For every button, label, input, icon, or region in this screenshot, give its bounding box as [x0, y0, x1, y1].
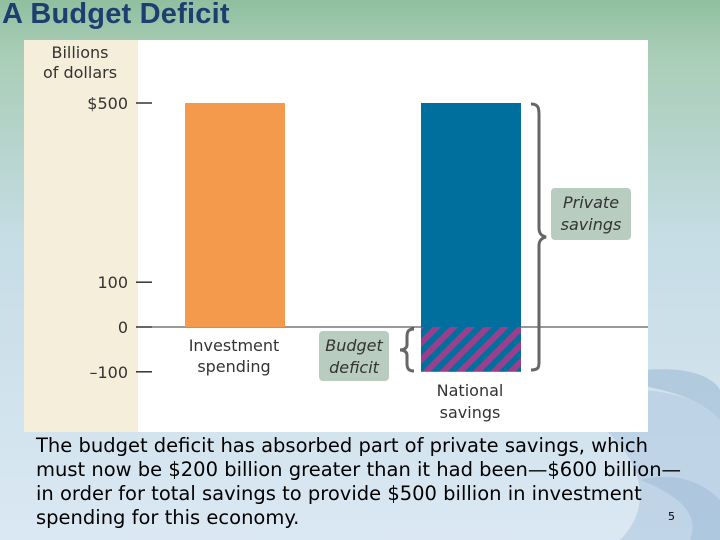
- budget-deficit-brace: [399, 327, 415, 373]
- y-tick-label: $500: [87, 94, 128, 113]
- private-savings-box: [551, 188, 631, 240]
- slide-title: A Budget Deficit: [2, 0, 230, 30]
- bars: [185, 103, 521, 372]
- chart-panel: Billions of dollars $500 100 0 –100 Investm…: [24, 40, 648, 432]
- y-axis-band: [24, 40, 138, 432]
- y-tick-label: 100: [97, 273, 128, 292]
- investment-label-line1: Investment: [189, 336, 280, 355]
- page-number: 5: [668, 510, 675, 523]
- national-savings-label-line1: National: [437, 381, 504, 400]
- y-axis-title-line2: of dollars: [43, 63, 117, 82]
- private-savings-line2: savings: [561, 215, 622, 234]
- y-tick-label: 0: [118, 318, 128, 337]
- private-savings-brace: [530, 102, 547, 372]
- private-savings-line1: Private: [563, 193, 619, 212]
- slide-caption: The budget deficit has absorbed part of …: [36, 434, 682, 529]
- y-axis-title-line1: Billions: [51, 43, 108, 62]
- y-tick-label: –100: [89, 363, 128, 382]
- national-savings-label-line2: savings: [440, 403, 501, 422]
- chart-svg: Billions of dollars $500 100 0 –100 Investm…: [43, 43, 648, 422]
- budget-deficit-hatched-segment: [421, 327, 521, 372]
- national-savings-bar: [421, 103, 521, 327]
- budget-deficit-line2: deficit: [329, 358, 380, 377]
- budget-deficit-box: [319, 331, 389, 381]
- budget-deficit-line1: Budget: [325, 336, 383, 355]
- investment-label-line2: spending: [197, 357, 270, 376]
- investment-spending-bar: [185, 103, 285, 327]
- y-axis-ticks: $500 100 0 –100: [87, 94, 152, 382]
